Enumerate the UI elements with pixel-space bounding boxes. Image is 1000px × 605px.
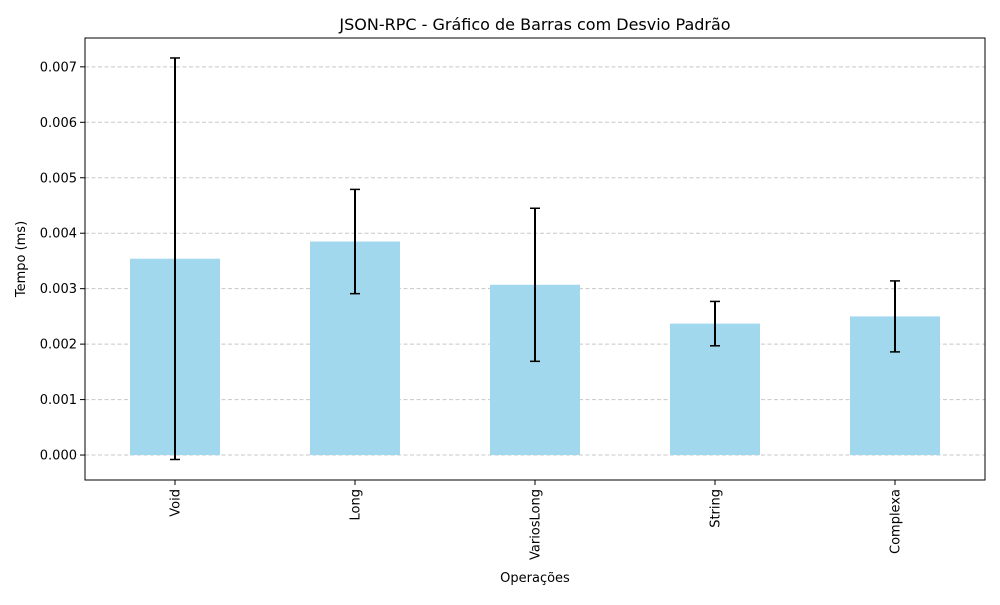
y-tick-label: 0.003 xyxy=(40,282,77,297)
x-tick-label: VariosLong xyxy=(529,489,544,560)
x-tick-label: String xyxy=(709,489,724,528)
y-axis-label: Tempo (ms) xyxy=(14,221,29,298)
y-tick-label: 0.001 xyxy=(40,393,77,408)
x-tick-layer: Void Long VariosLong String Complexa xyxy=(169,480,904,560)
y-tick-layer: 0.000 0.001 0.002 0.003 0.004 0.005 0.006 0.007 xyxy=(40,60,85,464)
x-tick-label: Long xyxy=(349,489,364,520)
y-tick-label: 0.002 xyxy=(40,338,77,353)
error-bar-layer xyxy=(170,57,900,461)
x-axis-label: Operações xyxy=(500,571,570,586)
y-tick-label: 0.004 xyxy=(40,227,77,242)
y-tick-label: 0.006 xyxy=(40,116,77,131)
x-tick-label: Void xyxy=(169,489,184,517)
chart-title: JSON-RPC - Gráfico de Barras com Desvio … xyxy=(338,15,730,34)
y-tick-label: 0.007 xyxy=(40,60,77,75)
x-tick-label: Complexa xyxy=(889,489,904,554)
y-tick-label: 0.000 xyxy=(40,449,77,464)
y-tick-label: 0.005 xyxy=(40,171,77,186)
